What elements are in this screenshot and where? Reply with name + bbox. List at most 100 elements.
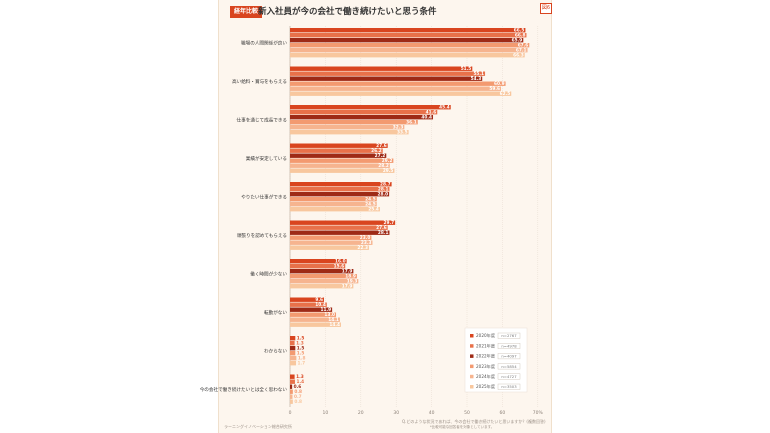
bar (290, 302, 327, 307)
data-label: 1.4 (296, 379, 304, 385)
bar (290, 374, 295, 379)
bar (290, 187, 390, 192)
bar (290, 394, 293, 399)
data-label: 65.9 (512, 37, 523, 43)
data-label: 17.9 (342, 283, 353, 289)
data-label: 59.6 (489, 86, 500, 92)
bar (290, 284, 354, 289)
category-label: わからない (264, 348, 287, 355)
bar (290, 53, 525, 58)
legend-label: 2020年度 (476, 332, 496, 339)
legend-n-label: n=4097 (501, 354, 517, 359)
bar (290, 351, 296, 356)
legend-n-label: n=4978 (501, 343, 517, 348)
bar (290, 361, 297, 366)
bar (290, 48, 528, 53)
data-label: 1.5 (297, 350, 305, 356)
bar (290, 384, 293, 389)
data-label: 13.0 (324, 312, 335, 318)
bar (290, 322, 341, 327)
data-label: 1.3 (296, 374, 304, 380)
legend-label: 2022年度 (476, 353, 496, 360)
bar (290, 115, 434, 120)
bar (290, 86, 501, 91)
legend-n-box (497, 383, 521, 390)
data-label: 19.3 (347, 278, 358, 284)
bar (290, 225, 388, 230)
bar (290, 81, 506, 86)
data-label: 25.4 (368, 206, 379, 212)
bar (290, 105, 451, 110)
data-label: 17.9 (342, 268, 353, 274)
bar (290, 230, 390, 235)
legend-n-box (497, 332, 521, 339)
category-label: 転勤がない (264, 309, 287, 316)
bar (290, 312, 337, 317)
legend-swatch (470, 354, 474, 358)
data-label: 0.6 (294, 384, 302, 390)
data-label: 10.4 (315, 302, 326, 308)
category-label: 業績が安定している (246, 155, 287, 162)
data-label: 28.1 (378, 186, 389, 192)
bar (290, 202, 377, 207)
data-label: 1.7 (298, 360, 306, 366)
bar (290, 197, 377, 202)
legend-n-box (497, 363, 521, 370)
category-label: 頑張りを認めてもらえる (237, 232, 287, 239)
bar (290, 235, 372, 240)
x-tick-label: 50 (464, 410, 470, 416)
bar (290, 297, 324, 302)
data-label: 14.4 (329, 322, 340, 328)
data-label: 45.4 (439, 104, 450, 110)
legend-label: 2021年度 (476, 342, 496, 349)
bar (290, 307, 333, 312)
legend-n-label: n=2767 (501, 333, 517, 338)
data-label: 54.3 (471, 76, 482, 82)
data-label: 27.6 (376, 143, 387, 149)
category-label: やりたい仕事ができる (241, 194, 287, 201)
bar (290, 43, 530, 48)
bar (290, 341, 295, 346)
bar (290, 220, 396, 225)
legend-label: 2025年度 (476, 383, 496, 390)
bar (290, 71, 486, 76)
comparison-badge: 経年比較 (230, 6, 263, 18)
x-tick-label: 10 (323, 410, 329, 416)
data-label: 9.6 (315, 297, 323, 303)
bar (290, 148, 383, 153)
bar (290, 389, 293, 394)
data-label: 23.0 (360, 235, 371, 241)
legend-n-box (497, 343, 521, 349)
data-label: 32.3 (393, 124, 404, 130)
data-label: 40.4 (421, 114, 432, 120)
legend-label: 2023年度 (476, 363, 496, 370)
bar (290, 264, 346, 269)
data-label: 67.6 (518, 42, 529, 48)
bar (290, 125, 405, 130)
data-label: 29.2 (382, 158, 393, 164)
bar (290, 336, 296, 341)
x-tick-label: 40 (429, 410, 435, 416)
legend-swatch (470, 374, 474, 379)
data-label: 60.9 (494, 81, 505, 87)
data-label: 22.3 (357, 245, 368, 251)
legend-n-box (497, 353, 521, 360)
data-label: 29.5 (383, 168, 394, 174)
legend-n-label: n=4727 (501, 374, 517, 379)
x-tick-label: 60 (500, 410, 506, 416)
data-label: 66.3 (513, 52, 524, 58)
data-label: 66.8 (515, 32, 526, 38)
data-label: 15.6 (334, 263, 345, 269)
bar (290, 245, 369, 250)
legend-label: 2024年度 (476, 373, 496, 380)
bar (290, 269, 354, 274)
data-label: 18.9 (345, 273, 356, 279)
bar (290, 168, 395, 173)
data-label: 55.1 (473, 71, 484, 77)
question-note: Q.どのような状況であれば、今の会社で働き続けたいと思いますか？(複数回答) (402, 419, 546, 424)
data-label: 51.5 (461, 66, 472, 72)
bar (290, 317, 340, 322)
bar (290, 143, 388, 148)
data-label: 0.7 (294, 394, 302, 400)
